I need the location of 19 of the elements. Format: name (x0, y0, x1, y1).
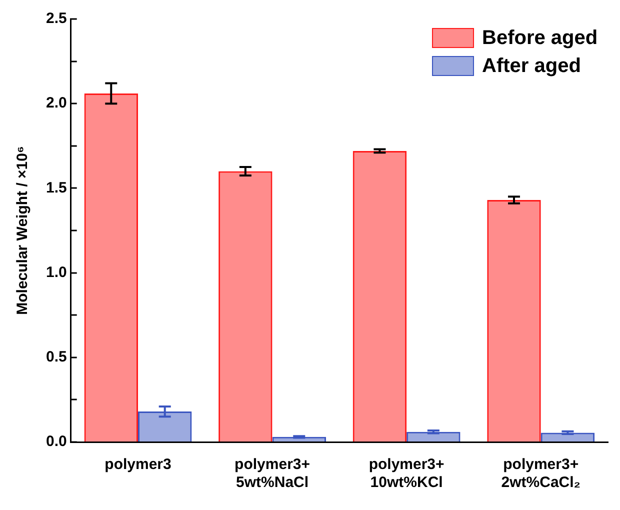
bar (272, 436, 326, 442)
bar (84, 93, 138, 442)
x-tick-label: polymer3 (104, 456, 172, 474)
y-tick-label: 1.5 (46, 179, 67, 196)
bar (352, 150, 407, 442)
x-tick-label: polymer3+ 2wt%CaCl₂ (501, 456, 580, 492)
bar (540, 432, 595, 442)
y-tick-label: 0.5 (46, 348, 67, 366)
bar (406, 432, 460, 442)
x-tick-label: polymer3+ 10wt%KCl (368, 456, 445, 492)
y-axis-title: Molecular Weight / ×10⁶ (14, 146, 32, 315)
y-tick-label: 2.5 (46, 10, 67, 28)
y-tick-label: 1.0 (46, 264, 67, 281)
legend-label: After aged (482, 54, 581, 78)
y-tick-label: 0.0 (46, 433, 67, 450)
bar (487, 200, 541, 442)
x-tick-label: polymer3+ 5wt%NaCl (234, 456, 310, 492)
legend-label: Before aged (482, 26, 598, 50)
y-tick-label: 2.0 (46, 94, 67, 112)
